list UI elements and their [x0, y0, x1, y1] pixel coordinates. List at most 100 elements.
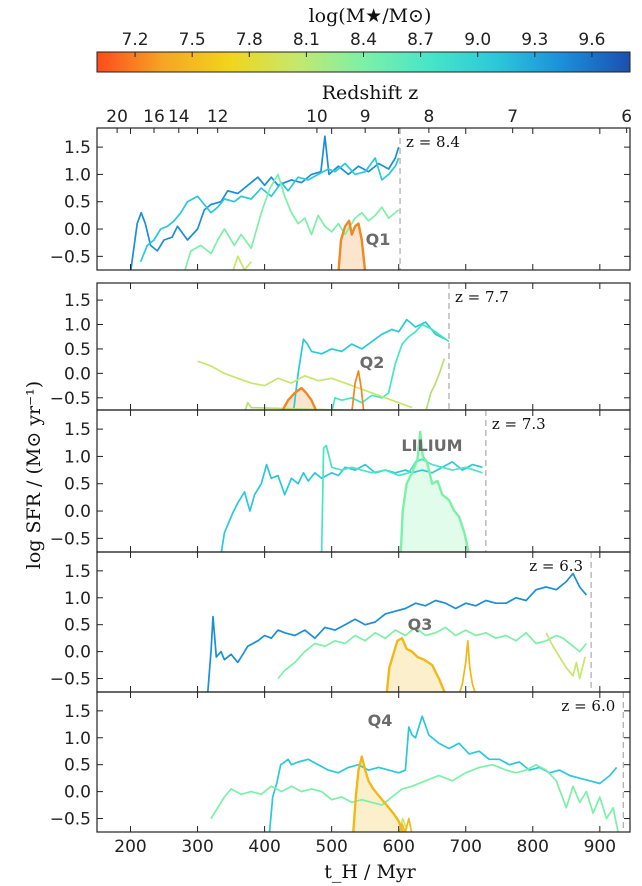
series-line: [337, 219, 367, 270]
y-tick-label: 1.0: [64, 589, 91, 609]
x-axis-ticks: 200 300 400 500 600 700 800 900: [114, 837, 616, 857]
series-line: [331, 323, 450, 410]
colorbar-tick-label: 7.2: [122, 30, 149, 50]
y-tick-label: 0.0: [64, 220, 91, 240]
series-line: [232, 255, 252, 270]
x-tick-label: 500: [315, 837, 347, 857]
redshift-tick-label: 9: [360, 107, 371, 127]
x-tick-label: 300: [181, 837, 213, 857]
series-line: [139, 157, 400, 263]
z-label: z = 7.7: [455, 288, 509, 306]
x-tick-label: 200: [114, 837, 146, 857]
panel-series: [130, 135, 400, 270]
colorbar-tick-label: 9.6: [578, 30, 605, 50]
panel-q3: z = 6.3 Q3 1.5 1.0 0.5 0.0 −0.5: [50, 551, 631, 693]
y-tick-label: −0.5: [50, 810, 91, 830]
redshift-tick-label: 20: [106, 107, 128, 127]
redshift-tick-label: 6: [621, 107, 632, 127]
y-axis-label: log SFR / (M⊙ yr⁻¹): [23, 381, 45, 569]
redshift-tick-label: 8: [423, 107, 434, 127]
redshift-tick-label: 10: [306, 107, 328, 127]
redshift-axis: Redshift z 20 16 14 12 10 9 8 7 6: [106, 82, 632, 133]
y-tick-label: 0.0: [64, 643, 91, 663]
panel-q2: z = 7.7 Q2 1.5 1.0 0.5 0.0 −0.5: [50, 282, 631, 411]
z-label: z = 8.4: [406, 133, 460, 151]
series-line: [220, 461, 483, 552]
series-line: [398, 817, 413, 832]
series-line: [206, 572, 588, 692]
y-tick-label: 0.5: [64, 756, 91, 776]
series-line: [197, 360, 413, 409]
panel-q4: z = 6.0 Q4 1.5 1.0 0.5 0.0 −0.5: [50, 691, 631, 833]
y-tick-label: 0.0: [64, 364, 91, 384]
y-tick-label: −0.5: [50, 529, 91, 549]
colorbar: log(M★/M⊙) 7.2 7.5 7.8 8.1 8.4 8.7 9.0 9.3 9.6: [96, 5, 631, 73]
series-line: [277, 626, 588, 680]
x-tick-label: 700: [450, 837, 482, 857]
z-label: z = 6.0: [561, 697, 615, 715]
panel-series: [206, 572, 588, 692]
y-tick-label: 0.5: [64, 616, 91, 636]
series-line: [281, 386, 318, 410]
colorbar-ticks: 7.2 7.5 7.8 8.1 8.4 8.7 9.0 9.3 9.6: [122, 30, 605, 57]
y-tick-label: 1.5: [64, 138, 91, 158]
panel-lilium: z = 7.3 LILIUM 1.5 1.0 0.5 0.0 −0.5: [50, 409, 631, 553]
y-tick-label: 0.5: [64, 193, 91, 213]
y-tick-label: 0.5: [64, 475, 91, 495]
colorbar-tick-label: 7.8: [236, 30, 263, 50]
y-tick-label: −0.5: [50, 389, 91, 409]
colorbar-tick-label: 8.4: [350, 30, 377, 50]
series-line: [210, 763, 619, 832]
galaxy-name: Q1: [366, 230, 391, 249]
series-fill: [386, 638, 446, 692]
x-axis-label: t_H / Myr: [324, 861, 416, 883]
x-tick-label: 800: [517, 837, 549, 857]
redshift-tick-label: 16: [143, 107, 165, 127]
redshift-tick-label: 12: [207, 107, 229, 127]
y-tick-label: 1.5: [64, 420, 91, 440]
y-tick-label: 1.0: [64, 447, 91, 467]
panel-frame: [96, 409, 631, 553]
z-label: z = 7.3: [492, 415, 546, 433]
series-line: [320, 444, 483, 552]
y-tick-label: −0.5: [50, 670, 91, 690]
series-fill: [281, 388, 317, 410]
galaxy-name: LILIUM: [401, 436, 462, 455]
redshift-ticks: 20 16 14 12 10 9 8 7 6: [106, 107, 632, 133]
panel-frame: [96, 127, 631, 271]
colorbar-tick-label: 7.5: [179, 30, 206, 50]
y-tick-label: 1.0: [64, 316, 91, 336]
colorbar-label: log(M★/M⊙): [309, 5, 432, 27]
y-tick-label: 1.5: [64, 562, 91, 582]
x-tick-label: 900: [584, 837, 616, 857]
galaxy-name: Q4: [368, 711, 393, 730]
y-tick-label: 1.5: [64, 702, 91, 722]
series-line: [385, 637, 446, 692]
series-line: [399, 430, 470, 552]
colorbar-tick-label: 9.3: [521, 30, 548, 50]
colorbar-tick-label: 8.1: [293, 30, 320, 50]
y-tick-label: 0.0: [64, 502, 91, 522]
redshift-axis-label: Redshift z: [322, 82, 419, 104]
panel-frame: [96, 282, 631, 411]
series-line: [352, 755, 405, 832]
series-line: [292, 318, 446, 410]
colorbar-tick-label: 8.7: [407, 30, 434, 50]
series-line: [545, 632, 586, 680]
panel-q1: z = 8.4 Q1 1.5 1.0 0.5 0.0 −0.5: [50, 127, 631, 271]
y-tick-label: 1.0: [64, 729, 91, 749]
x-tick-label: 400: [248, 837, 280, 857]
x-tick-label: 600: [382, 837, 414, 857]
y-tick-label: 1.0: [64, 165, 91, 185]
y-tick-label: 0.0: [64, 783, 91, 803]
panel-frame: [96, 691, 631, 833]
panel-series: [197, 318, 450, 410]
panel-series: [210, 715, 619, 832]
y-tick-label: 1.5: [64, 291, 91, 311]
colorbar-tick-label: 9.0: [464, 30, 491, 50]
galaxy-name: Q3: [408, 615, 433, 634]
series-line: [458, 639, 476, 692]
series-line: [268, 715, 618, 832]
redshift-tick-label: 14: [168, 107, 190, 127]
